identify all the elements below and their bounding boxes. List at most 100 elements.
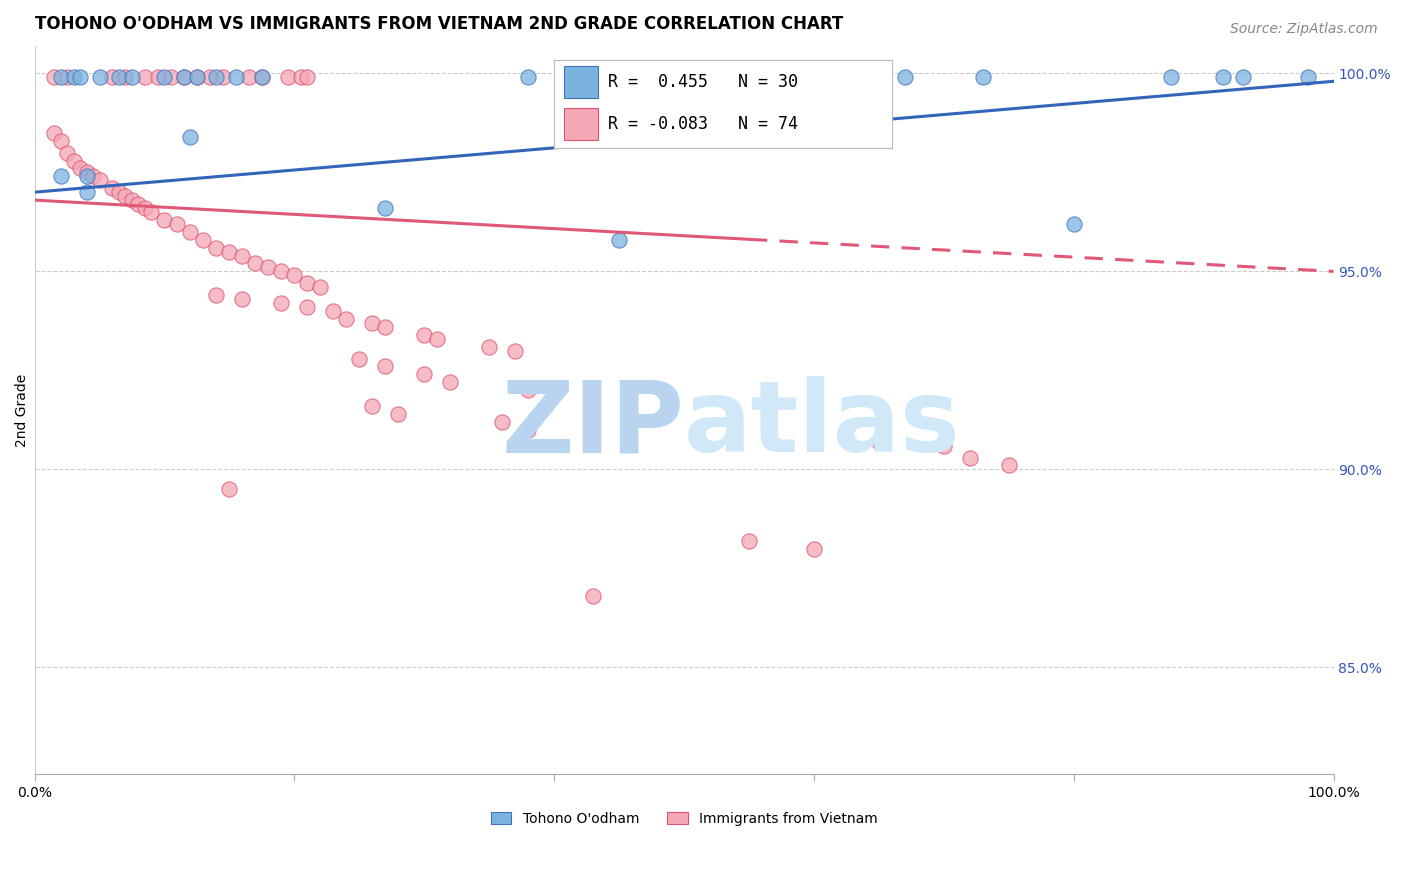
Point [932,439,955,453]
Point [699,70,721,85]
Point [160,70,183,85]
Point [277,70,299,85]
Point [179,129,201,144]
Point [374,201,396,215]
Point [153,213,176,227]
Point [426,332,449,346]
Point [543,387,565,401]
Point [374,319,396,334]
Text: ZIP: ZIP [501,376,685,473]
Point [803,541,825,556]
Point [413,368,436,382]
Point [173,70,195,85]
Point [49,134,72,148]
Point [478,340,501,354]
Point [56,145,79,160]
Y-axis label: 2nd Grade: 2nd Grade [15,374,30,447]
Point [349,351,371,366]
Point [153,70,176,85]
Point [89,173,111,187]
Point [179,225,201,239]
Point [517,383,540,397]
Point [146,70,169,85]
Point [1063,217,1085,231]
Point [297,277,319,291]
Point [1212,70,1234,85]
Point [198,70,221,85]
Point [218,244,240,259]
Text: atlas: atlas [685,376,960,473]
Point [114,70,136,85]
Point [250,70,273,85]
Point [42,126,65,140]
Point [374,359,396,374]
Point [49,70,72,85]
Point [166,217,188,231]
Point [186,70,208,85]
Text: Source: ZipAtlas.com: Source: ZipAtlas.com [1230,22,1378,37]
Point [69,161,91,176]
Point [1296,70,1319,85]
Point [503,343,526,358]
Point [894,70,917,85]
Point [205,70,228,85]
Point [186,70,208,85]
Point [114,189,136,203]
Point [790,70,813,85]
Point [76,165,98,179]
Point [309,280,332,294]
Point [134,201,156,215]
Point [141,205,163,219]
Point [193,233,215,247]
Point [868,434,890,449]
Point [361,399,384,413]
Point [218,482,240,496]
Point [842,70,865,85]
Point [42,70,65,85]
Point [297,300,319,314]
Point [134,70,156,85]
Point [49,169,72,184]
Point [76,169,98,184]
Point [297,70,319,85]
Point [127,197,149,211]
Point [212,70,235,85]
Point [1160,70,1182,85]
Legend: Tohono O'odham, Immigrants from Vietnam: Tohono O'odham, Immigrants from Vietnam [484,805,884,833]
Point [283,268,305,283]
Point [959,450,981,465]
Point [582,589,605,603]
Point [491,415,513,429]
Point [257,260,280,275]
Point [89,70,111,85]
Point [205,241,228,255]
Point [69,70,91,85]
Point [56,70,79,85]
Point [121,193,143,207]
Point [250,70,273,85]
Point [231,248,253,262]
Point [1232,70,1254,85]
Point [76,185,98,199]
Point [439,376,461,390]
Point [290,70,312,85]
Point [595,70,617,85]
Point [322,304,344,318]
Point [997,458,1019,473]
Point [972,70,994,85]
Point [517,70,540,85]
Point [205,288,228,302]
Point [108,70,131,85]
Point [335,312,357,326]
Text: TOHONO O'ODHAM VS IMMIGRANTS FROM VIETNAM 2ND GRADE CORRELATION CHART: TOHONO O'ODHAM VS IMMIGRANTS FROM VIETNA… [35,15,842,33]
Point [108,185,131,199]
Point [231,292,253,306]
Point [413,327,436,342]
Point [238,70,260,85]
Point [361,316,384,330]
Point [225,70,247,85]
Point [270,264,292,278]
Point [62,153,84,168]
Point [101,70,124,85]
Point [738,533,761,548]
